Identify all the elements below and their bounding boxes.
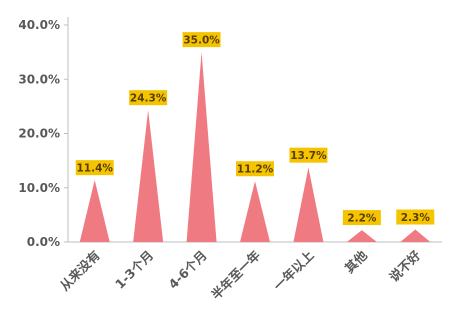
data-label-box — [342, 210, 381, 226]
bar — [186, 52, 217, 242]
data-label-box — [129, 90, 168, 106]
x-tick-label: 从来没有 — [57, 248, 103, 294]
bar — [400, 229, 431, 242]
data-label: 35.0% — [183, 35, 220, 47]
data-label-box — [236, 161, 274, 177]
x-tick-label: 说不好 — [386, 247, 423, 284]
data-label: 2.2% — [347, 213, 377, 225]
y-tick-label: 20.0% — [18, 127, 60, 141]
data-label: 11.2% — [237, 164, 274, 176]
y-tick-label: 0.0% — [27, 235, 60, 249]
x-tick-label: 一年以上 — [271, 247, 317, 293]
x-tick-label: 4-6个月 — [165, 248, 209, 292]
data-label: 11.4% — [76, 163, 113, 175]
x-tick-label: 半年至一年 — [208, 247, 263, 302]
x-tick-label: 1-3个月 — [112, 248, 156, 292]
data-label: 13.7% — [290, 150, 327, 162]
bar — [133, 110, 164, 242]
data-label-box — [289, 147, 328, 163]
y-tick-label: 10.0% — [18, 181, 60, 195]
data-label-box — [182, 32, 221, 48]
x-tick-label: 其他 — [342, 247, 371, 276]
data-label: 24.3% — [130, 93, 167, 105]
y-tick-label: 30.0% — [18, 72, 60, 86]
data-label-box — [75, 160, 114, 176]
bar — [293, 167, 324, 242]
bar — [79, 180, 110, 242]
y-tick-label: 40.0% — [18, 18, 60, 32]
bar — [346, 230, 377, 242]
bar — [240, 181, 270, 242]
data-label: 2.3% — [401, 212, 431, 224]
data-label-box — [396, 209, 435, 225]
